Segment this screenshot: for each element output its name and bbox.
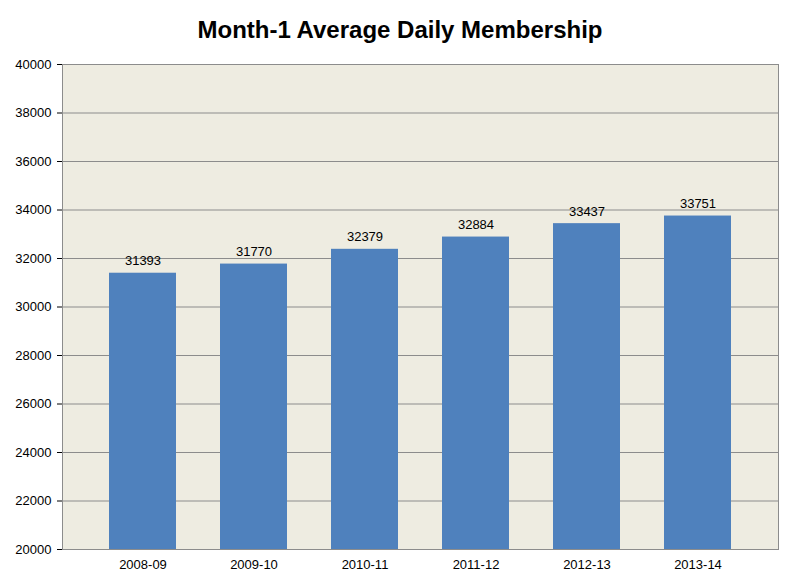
svg-text:32379: 32379 <box>347 229 383 244</box>
svg-text:40000: 40000 <box>15 57 51 72</box>
svg-text:32000: 32000 <box>15 251 51 266</box>
svg-text:2012-13: 2012-13 <box>563 557 611 572</box>
svg-text:30000: 30000 <box>15 299 51 314</box>
svg-text:2010-11: 2010-11 <box>342 557 389 572</box>
svg-text:22000: 22000 <box>15 493 51 508</box>
svg-text:31770: 31770 <box>236 244 272 259</box>
svg-text:24000: 24000 <box>15 445 51 460</box>
svg-text:38000: 38000 <box>15 105 51 120</box>
svg-text:28000: 28000 <box>15 348 51 363</box>
svg-text:2008-09: 2008-09 <box>119 557 167 572</box>
svg-text:34000: 34000 <box>15 202 51 217</box>
svg-text:32884: 32884 <box>458 217 494 232</box>
svg-text:26000: 26000 <box>15 396 51 411</box>
svg-text:20000: 20000 <box>15 542 51 557</box>
svg-text:36000: 36000 <box>15 154 51 169</box>
svg-text:2009-10: 2009-10 <box>230 557 278 572</box>
svg-text:33751: 33751 <box>680 196 716 211</box>
html-text:Month-1 Average Daily Membersh: Month-1 Average Daily Membership <box>197 16 603 43</box>
svg-text:33437: 33437 <box>569 204 605 219</box>
svg-text:2013-14: 2013-14 <box>674 557 722 572</box>
svg-text:2011-12: 2011-12 <box>453 557 500 572</box>
svg-text:31393: 31393 <box>125 253 161 268</box>
